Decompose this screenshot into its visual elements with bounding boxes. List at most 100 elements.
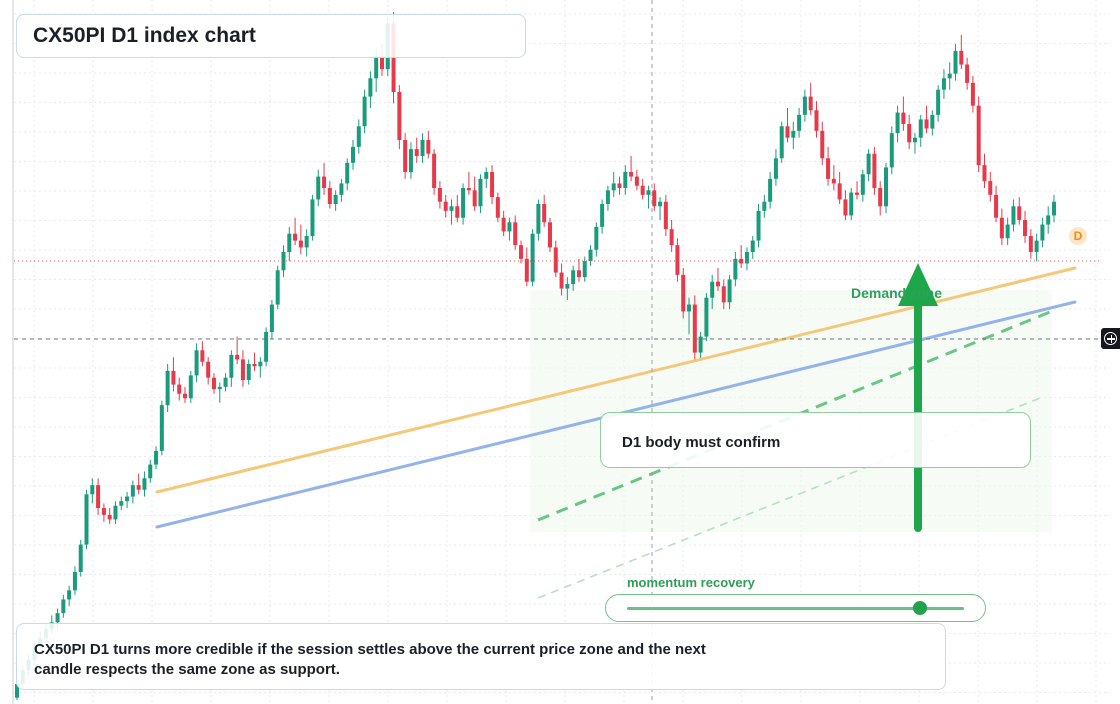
candle-body (223, 377, 228, 387)
candle-body (455, 206, 460, 218)
candle-body (855, 192, 860, 195)
candle-body (432, 153, 437, 188)
candle-body (298, 240, 303, 248)
candle-body (200, 350, 205, 362)
momentum-slider-track[interactable] (627, 607, 964, 610)
candle-body (576, 270, 581, 278)
candle-body (629, 172, 634, 177)
candle-body (449, 206, 454, 211)
candle-body (148, 464, 153, 479)
candle-body (1023, 220, 1028, 236)
candle-body (698, 336, 703, 353)
candle-body (530, 233, 535, 282)
momentum-slider[interactable] (605, 594, 986, 622)
candle-body (733, 258, 738, 280)
candle-body (889, 133, 894, 168)
candle-body (240, 359, 245, 380)
candle-body (872, 153, 877, 188)
candle-body (930, 114, 935, 129)
candle-body (484, 172, 489, 179)
candle-body (773, 158, 778, 179)
candle-body (936, 89, 941, 115)
candle-body (281, 252, 286, 271)
candle-body (970, 82, 975, 106)
candle-body (408, 149, 413, 172)
candle-body (617, 183, 622, 188)
candle-body (588, 249, 593, 262)
candle-body (72, 572, 77, 591)
candle-body (426, 140, 431, 154)
confirm-callout-text: D1 body must confirm (622, 434, 781, 451)
candle-body (414, 149, 419, 156)
candle-body (403, 140, 408, 172)
analysis-note: CX50PI D1 turns more credible if the ses… (16, 623, 946, 690)
candle-body (750, 240, 755, 252)
candle-body (316, 176, 321, 200)
candle-body (165, 370, 170, 406)
momentum-slider-label: momentum recovery (627, 575, 755, 590)
candle-body (136, 485, 141, 490)
chart-title: CX50PI D1 index chart (33, 24, 256, 47)
candle-body (802, 96, 807, 115)
candle-body (941, 78, 946, 90)
candle-body (623, 172, 628, 188)
candle-body (379, 57, 384, 70)
candle-body (304, 236, 309, 248)
candle-body (600, 204, 605, 227)
candle-body (779, 126, 784, 159)
candle-body (15, 684, 19, 698)
candle-body (490, 172, 495, 198)
candle-body (924, 119, 929, 129)
candle-body (744, 252, 749, 264)
candle-body (397, 92, 402, 140)
candle-body (130, 485, 135, 497)
candle-body (524, 258, 529, 282)
candle-body (791, 130, 796, 138)
candle-body (1017, 206, 1022, 220)
candle-body (553, 247, 558, 273)
demand-zone-label: Demand zone (851, 285, 943, 301)
candle-body (171, 370, 176, 385)
candle-body (808, 96, 813, 111)
candle-body (652, 190, 657, 207)
candle-body (351, 146, 356, 163)
candle-body (547, 222, 552, 248)
momentum-slider-thumb[interactable] (913, 601, 928, 615)
candle-body (988, 181, 993, 195)
candle-body (582, 261, 587, 278)
candle-body (159, 405, 164, 451)
candle-body (217, 386, 222, 390)
candle-body (177, 384, 182, 394)
candle-body (982, 165, 987, 182)
candle-body (478, 178, 483, 207)
candle-body (1011, 206, 1016, 225)
candle-body (1028, 236, 1033, 252)
candle-body (756, 210, 761, 241)
candle-body (194, 350, 199, 376)
candle-body (356, 126, 361, 147)
candle-body (472, 190, 477, 207)
chart-title-box: CX50PI D1 index chart (16, 14, 526, 58)
candle-body (681, 274, 686, 312)
candle-body (814, 110, 819, 131)
candle-body (501, 217, 506, 232)
candle-body (374, 57, 379, 79)
candle-body (727, 279, 732, 303)
candle-body (229, 354, 234, 378)
candle-body (953, 50, 958, 74)
candle-body (322, 176, 327, 188)
candle-body (611, 183, 616, 191)
candle-body (258, 361, 263, 367)
crosshair-plus-icon[interactable] (1101, 328, 1120, 349)
candle-body (84, 494, 89, 545)
candle-body (78, 544, 83, 572)
candle-body (536, 204, 541, 234)
d-marker-icon[interactable]: D (1069, 227, 1087, 245)
candle-body (999, 217, 1004, 239)
analysis-note-text: CX50PI D1 turns more credible if the ses… (34, 641, 706, 678)
candle-body (90, 485, 95, 495)
candle-body (762, 201, 767, 211)
candle-body (918, 119, 923, 138)
candle-body (67, 590, 72, 600)
